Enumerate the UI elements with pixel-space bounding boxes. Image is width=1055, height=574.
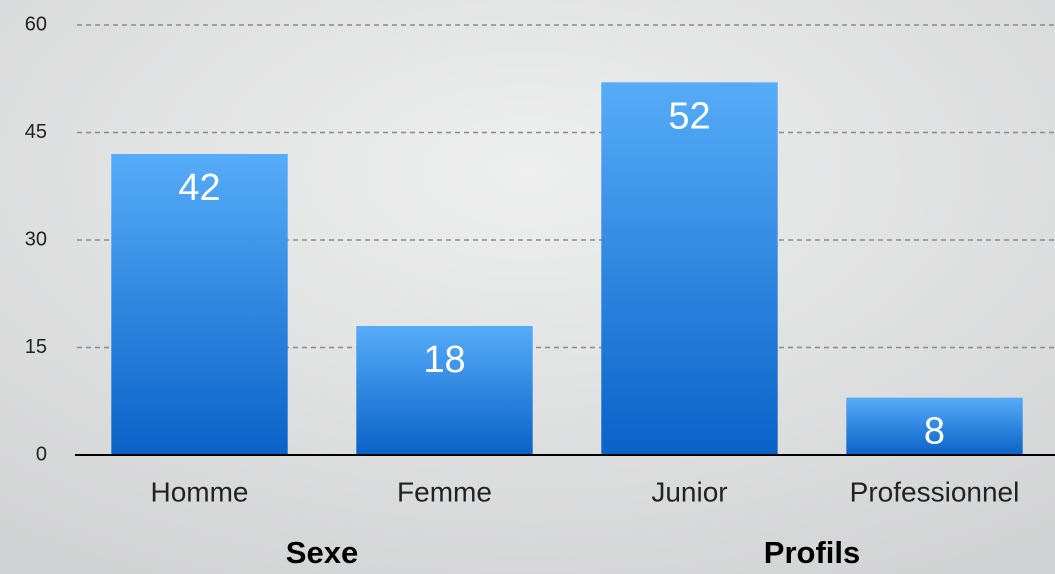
bar [356,326,533,455]
x-tick-label: Femme [397,476,492,507]
x-tick-label: Junior [651,476,727,507]
x-tick-label: Homme [150,476,248,507]
group-label: Sexe [286,535,358,570]
bar [111,154,288,455]
value-label: 42 [178,167,220,209]
value-label: 52 [668,95,710,137]
y-tick-label: 30 [25,228,47,250]
y-tick-label: 60 [25,13,47,35]
x-tick-label: Professionnel [850,476,1020,507]
y-tick-label: 15 [25,336,47,358]
group-label: Profils [764,535,860,570]
value-label: 8 [924,411,945,453]
value-label: 18 [423,339,465,381]
y-tick-label: 45 [25,121,47,143]
y-tick-label: 0 [36,443,47,465]
bar [601,82,778,455]
bar [846,397,1023,455]
